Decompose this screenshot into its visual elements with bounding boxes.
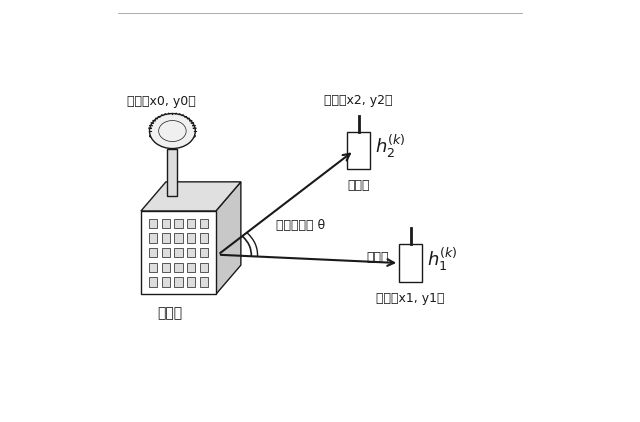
Text: 座標（x2, y2）: 座標（x2, y2）: [324, 94, 393, 107]
Text: 無線局: 無線局: [366, 251, 388, 264]
Polygon shape: [149, 219, 157, 228]
Text: $h_2^{(k)}$: $h_2^{(k)}$: [375, 133, 406, 160]
Polygon shape: [141, 182, 241, 211]
Polygon shape: [200, 219, 208, 228]
Polygon shape: [162, 277, 170, 287]
Polygon shape: [149, 277, 157, 287]
Polygon shape: [187, 277, 195, 287]
Polygon shape: [347, 132, 370, 169]
Polygon shape: [174, 277, 182, 287]
Text: 座標（x1, y1）: 座標（x1, y1）: [376, 292, 445, 305]
Text: 基地局: 基地局: [157, 306, 182, 320]
Polygon shape: [200, 233, 208, 243]
Polygon shape: [174, 248, 182, 257]
Polygon shape: [187, 262, 195, 272]
Polygon shape: [399, 244, 422, 282]
Polygon shape: [149, 262, 157, 272]
Polygon shape: [200, 248, 208, 257]
Polygon shape: [187, 248, 195, 257]
Polygon shape: [168, 149, 177, 196]
Polygon shape: [162, 262, 170, 272]
Polygon shape: [200, 262, 208, 272]
Polygon shape: [149, 233, 157, 243]
Polygon shape: [149, 248, 157, 257]
Text: 座標（x0, y0）: 座標（x0, y0）: [127, 95, 196, 108]
Polygon shape: [216, 182, 241, 294]
Text: 方位差角度 θ: 方位差角度 θ: [276, 219, 325, 232]
Polygon shape: [162, 248, 170, 257]
Polygon shape: [162, 233, 170, 243]
Text: $h_1^{(k)}$: $h_1^{(k)}$: [427, 246, 458, 273]
Polygon shape: [187, 219, 195, 228]
Ellipse shape: [150, 114, 195, 149]
Polygon shape: [162, 219, 170, 228]
Ellipse shape: [150, 132, 195, 140]
Polygon shape: [174, 262, 182, 272]
Polygon shape: [174, 233, 182, 243]
Polygon shape: [141, 211, 216, 294]
Polygon shape: [187, 233, 195, 243]
Polygon shape: [174, 219, 182, 228]
Polygon shape: [200, 277, 208, 287]
Text: 無線局: 無線局: [348, 179, 370, 192]
